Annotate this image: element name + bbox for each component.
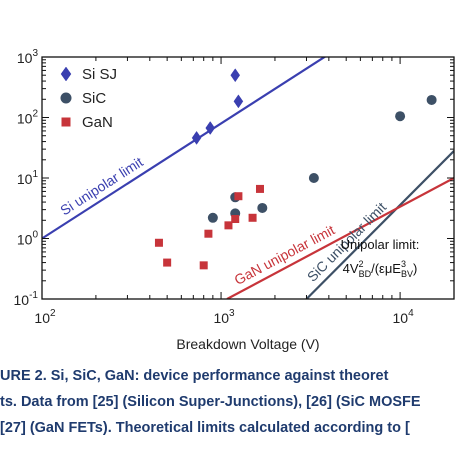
y-tick-label: 10-1 [14,290,39,308]
gan-point-2 [199,261,208,270]
caption-line-3: [27] (GaN FETs). Theoretical limits calc… [0,420,410,436]
plot-frame [41,56,455,300]
y-tick-label-base: 10 [14,292,30,308]
x-tick-label-base: 10 [213,310,229,326]
sic-point-5 [395,111,406,122]
sic-point-4 [308,173,319,183]
sic-point-3 [257,202,268,213]
annotation-line1: Unipolar limit: [341,237,420,252]
limit-line-2 [226,177,454,299]
x-tick-label-exponent: 3 [229,308,235,319]
y-tick-label-exponent: 2 [32,109,38,120]
y-tick-label-base: 10 [17,232,33,248]
x-tick-label-base: 10 [393,310,409,326]
y-tick-label: 101 [17,169,39,187]
formula-post: ) [413,261,417,276]
gan-point-8 [255,184,264,193]
gan-point-5 [231,215,240,224]
legend-label-2: GaN [82,114,113,131]
caption-line-1: URE 2. Si, SiC, GaN: device performance … [0,368,389,384]
gan-point-6 [234,192,243,201]
formula-sub1: BD [359,269,372,279]
legend: Si SJ SiC GaN [60,66,117,131]
gan-point-3 [204,229,213,238]
formula-pre: 4V [343,261,359,276]
sic-point-6 [426,94,437,105]
formula-sub2: BV [401,269,413,279]
y-tick-label-exponent: 1 [32,169,38,180]
formula-mid: /(εμE [371,261,401,276]
y-tick-label-base: 10 [17,111,33,127]
limit-line-1 [305,150,454,299]
legend-marker-0 [60,66,72,82]
y-tick-label: 100 [17,230,39,248]
gan-point-1 [163,258,172,267]
x-tick-label-exponent: 4 [408,308,414,319]
y-tick-label: 102 [17,109,39,127]
legend-marker-2 [61,117,71,127]
y-tick-label-base: 10 [17,50,33,66]
caption-line-2: ts. Data from [25] (Silicon Super-Juncti… [0,394,421,410]
sic-point-0 [207,212,218,223]
gan-point-4 [224,221,233,230]
formula-sup2: 3 [401,259,406,269]
x-tick-label: 104 [393,308,415,326]
gan-point-0 [154,238,163,247]
y-tick-label: 103 [17,48,39,66]
si-sj-point-0 [191,130,202,145]
gan-point-7 [248,213,257,222]
y-tick-label-base: 10 [17,171,33,187]
si-sj-point-2 [230,68,241,83]
legend-label-0: Si SJ [82,66,117,83]
y-tick-label-exponent: 0 [32,230,38,241]
limit-label-0: Si unipolar limit [57,154,146,219]
x-tick-label: 102 [34,308,56,326]
annotation-box: Unipolar limit: 4V2 BD/(εμE3 BV) [341,237,420,279]
x-axis-label: Breakdown Voltage (V) [176,336,319,352]
annotation-formula: 4V2 BD/(εμE3 BV) [343,259,418,279]
x-tick-label: 103 [213,308,235,326]
figure-caption: URE 2. Si, SiC, GaN: device performance … [0,362,474,474]
y-tick-label-exponent: 3 [32,48,38,59]
legend-marker-1 [60,92,72,104]
data-points [154,68,437,270]
legend-label-1: SiC [82,90,106,107]
x-tick-label-base: 10 [34,310,50,326]
si-sj-point-1 [205,121,216,135]
y-tick-label-exponent: -1 [29,290,38,301]
si-sj-point-3 [233,94,244,109]
x-tick-label-exponent: 2 [50,308,56,319]
formula-sup1: 2 [359,259,364,269]
